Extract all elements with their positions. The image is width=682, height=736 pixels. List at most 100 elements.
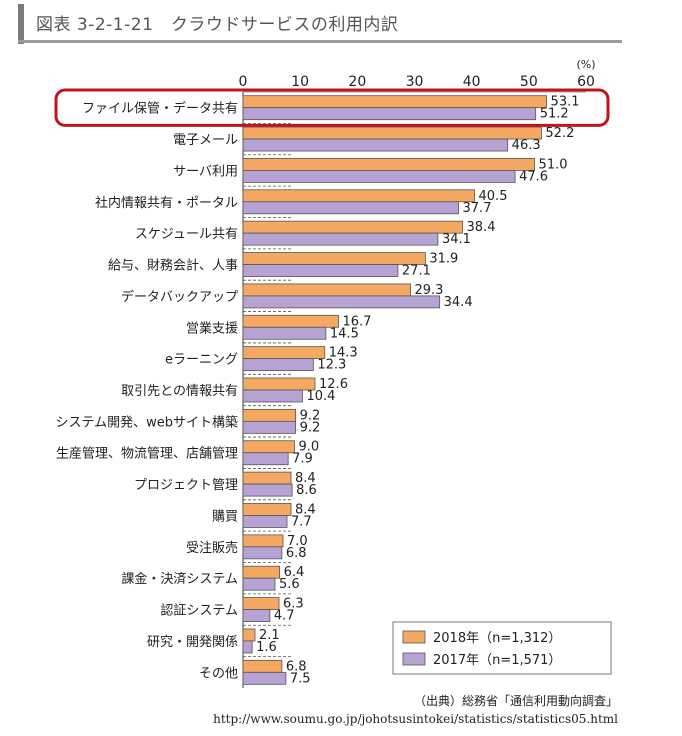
data-label: 16.7: [342, 314, 371, 329]
data-label: 8.4: [295, 471, 316, 486]
data-label: 7.9: [292, 452, 313, 467]
data-label: 8.6: [296, 483, 317, 498]
bar-2017: [242, 138, 509, 152]
category-label: データバックアップ: [121, 289, 238, 305]
bar-2017: [242, 170, 516, 183]
category-label: スケジュール共有: [135, 227, 238, 242]
bar-chart: 0 10 20 30 40 50 60 (%) ファイル保管・データ共有 53.151.2 電子メー…: [54, 58, 612, 688]
data-label: 14.5: [330, 326, 359, 341]
bar-2018: [242, 503, 292, 516]
header-rule: [18, 40, 622, 43]
category-label: 受注販売: [186, 540, 238, 556]
bar-2018: [242, 126, 542, 140]
x-tick-label: 10: [291, 74, 309, 90]
x-tick-label: 50: [520, 74, 538, 90]
data-label: 7.5: [290, 671, 311, 686]
bar-2018: [242, 659, 283, 673]
category-label: 生産管理、物流管理、店舗管理: [56, 446, 238, 462]
category-label: eラーニング: [165, 353, 238, 368]
bar-2018: [242, 314, 339, 328]
category-label: 取引先との情報共有: [121, 384, 238, 399]
bar-2018: [242, 252, 426, 265]
header-accent-bar: [18, 4, 24, 44]
category-label: 購買: [212, 509, 238, 524]
data-label: 51.2: [540, 107, 569, 122]
x-tick-label: 0: [239, 74, 248, 90]
data-label: 34.1: [442, 232, 471, 247]
bar-2018: [242, 628, 256, 642]
data-label: 7.7: [291, 514, 312, 529]
bar-2017: [242, 577, 276, 591]
bar-2017: [242, 264, 399, 277]
data-label: 40.5: [479, 189, 508, 204]
bar-2018: [242, 220, 463, 234]
bar-2017: [242, 609, 271, 622]
bar-2017: [242, 201, 459, 215]
data-label: 7.0: [287, 534, 308, 549]
category-label: 営業支援: [186, 320, 238, 336]
bar-2018: [242, 440, 295, 454]
bar-2017: [242, 546, 283, 560]
data-label: 4.7: [274, 609, 295, 624]
x-tick-label: 20: [348, 74, 366, 90]
bar-2017: [242, 232, 439, 246]
data-label: 6.8: [286, 659, 307, 674]
source-url: http://www.soumu.go.jp/johotsusintokei/s…: [213, 712, 618, 726]
category-label: 社内情報共有・ポータル: [95, 195, 238, 211]
bar-2018: [242, 189, 475, 203]
bar-2018: [242, 565, 280, 579]
bar-2017: [242, 452, 289, 466]
data-label: 29.3: [414, 283, 443, 298]
category-label: その他: [199, 666, 238, 681]
bar-2017: [242, 515, 288, 528]
bar-2018: [242, 95, 547, 109]
bar-2018: [242, 377, 316, 391]
category-label: 研究・開発関係: [147, 635, 238, 650]
category-label: サーバ利用: [173, 164, 238, 179]
unit-label: (%): [576, 58, 595, 71]
bar-2017: [242, 107, 537, 121]
bar-2018: [242, 471, 292, 485]
data-label: 5.6: [279, 577, 300, 592]
bar-2018: [242, 158, 535, 171]
legend-label: 2017年（n=1,571）: [433, 653, 561, 668]
bar-2018: [242, 534, 284, 548]
bar-2017: [242, 389, 303, 403]
data-label: 46.3: [512, 138, 541, 153]
x-tick-label: 60: [577, 74, 595, 90]
data-label: 14.3: [329, 346, 358, 361]
category-label: プロジェクト管理: [134, 478, 238, 493]
data-label: 9.0: [298, 440, 319, 455]
legend-swatch: [402, 652, 426, 666]
data-label: 12.3: [317, 358, 346, 373]
highlight-box: [54, 88, 610, 127]
data-label: 34.4: [444, 295, 473, 310]
data-label: 8.4: [295, 502, 316, 517]
bar-2017: [242, 295, 441, 309]
category-label: 電子メール: [173, 133, 238, 148]
legend-label: 2018年（n=1,312）: [433, 631, 561, 646]
bar-2017: [242, 326, 327, 340]
data-label: 31.9: [429, 252, 458, 267]
data-label: 9.2: [300, 420, 321, 435]
data-label: 10.4: [306, 389, 335, 404]
data-label: 53.1: [551, 95, 580, 110]
x-tick-label: 40: [463, 74, 481, 90]
data-label: 52.2: [545, 126, 574, 141]
bar-2017: [242, 640, 253, 654]
category-label: 課金・決済システム: [121, 571, 238, 587]
source-citation: （出典）総務省「通信利用動向調査」: [413, 694, 618, 708]
category-label: 給与、財務会計、人事: [108, 258, 238, 274]
figure-title: 図表 3-2-1-21 クラウドサービスの利用内訳: [36, 15, 399, 35]
data-label: 38.4: [467, 220, 496, 235]
category-label: 認証システム: [160, 603, 238, 619]
category-label: ファイル保管・データ共有: [82, 101, 238, 117]
data-label: 51.0: [539, 157, 568, 172]
legend-box: [392, 621, 612, 675]
data-label: 12.6: [319, 377, 348, 392]
bar-2017: [242, 483, 293, 497]
data-label: 1.6: [256, 640, 277, 655]
bar-2017: [242, 420, 296, 434]
data-label: 37.7: [463, 201, 492, 216]
data-label: 27.1: [402, 264, 431, 279]
